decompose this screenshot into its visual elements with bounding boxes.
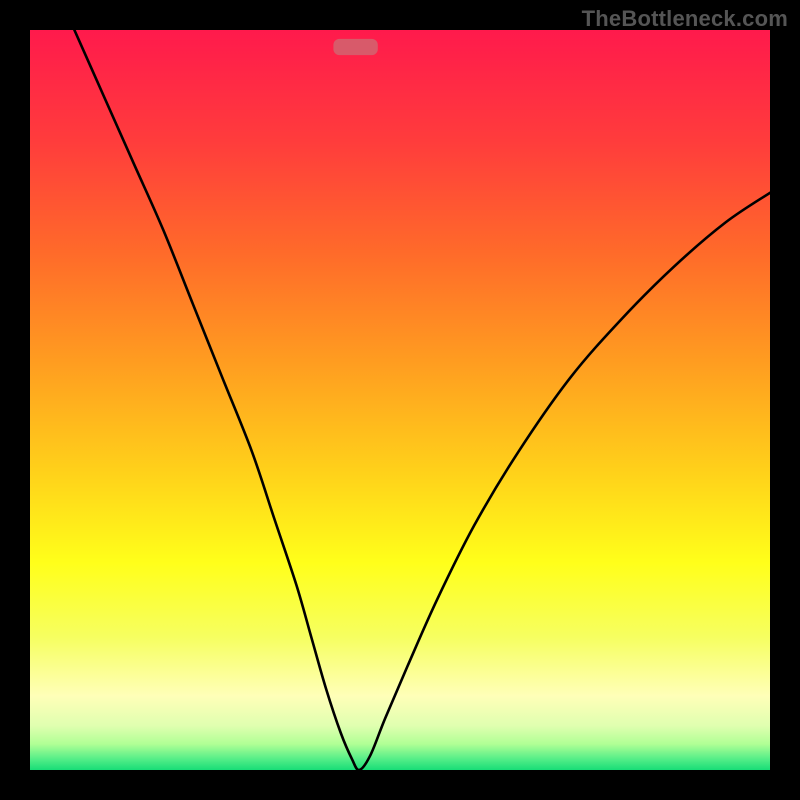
bottleneck-chart bbox=[0, 0, 800, 800]
optimum-marker bbox=[333, 39, 377, 55]
watermark-text: TheBottleneck.com bbox=[582, 6, 788, 32]
plot-background bbox=[30, 30, 770, 770]
